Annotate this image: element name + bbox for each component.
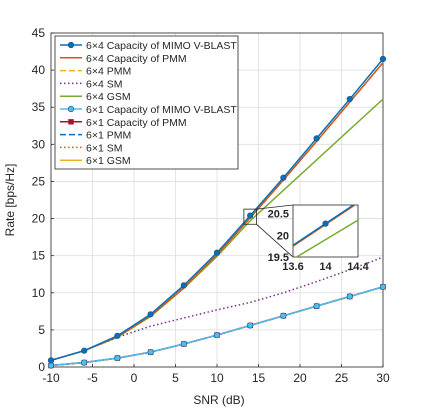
y-tick-label: 40 [32, 63, 46, 77]
data-point [280, 174, 287, 181]
y-tick-label: 25 [32, 174, 46, 188]
legend-label: 6×4 SM [86, 78, 122, 90]
legend-marker [68, 119, 74, 125]
data-point [81, 359, 88, 366]
inset-lines [293, 205, 358, 257]
x-tick-label: 0 [131, 371, 138, 385]
legend-marker [67, 105, 75, 113]
data-point [280, 312, 287, 319]
y-tick-label: 45 [32, 26, 46, 40]
y-tick-label: 20 [32, 212, 46, 226]
legend-label: 6×4 Capacity of PMM [86, 53, 187, 65]
data-point [81, 347, 88, 354]
data-point [313, 135, 320, 142]
y-axis-label: Rate [bps/Hz] [3, 164, 17, 237]
zoom-connector [256, 223, 294, 258]
legend-label: 6×1 PMM [86, 130, 131, 142]
legend-entry: 6×1 Capacity of MIMO V-BLAST [60, 104, 237, 116]
data-point [147, 311, 154, 318]
y-tick-label: 0 [38, 360, 45, 374]
data-point [379, 283, 387, 290]
data-point [247, 212, 254, 219]
legend-entry: 6×1 Capacity of PMM [60, 117, 187, 129]
inset-x-tick-label: 13.6 [282, 261, 303, 273]
legend-label: 6×4 Capacity of MIMO V-BLAST [86, 40, 237, 52]
inset-y-tick-label: 19.5 [268, 252, 289, 264]
legend-entry: 6×1 GSM [60, 155, 131, 167]
legend-marker [67, 41, 75, 49]
series [47, 283, 387, 369]
inset-x-tick-label: 14 [319, 261, 332, 273]
legend-label: 6×1 GSM [86, 155, 131, 167]
series-line [50, 256, 384, 362]
x-tick-label: 10 [210, 371, 224, 385]
data-point [47, 362, 55, 369]
y-tick-label: 35 [32, 100, 46, 114]
x-tick-label: 15 [252, 371, 266, 385]
data-point [313, 303, 320, 310]
x-tick-label: 20 [293, 371, 307, 385]
inset-y-tick-label: 20 [277, 230, 289, 242]
x-tick-label: 5 [172, 371, 179, 385]
data-point [247, 322, 254, 329]
y-tick-label: 5 [38, 323, 45, 337]
x-tick-label: -10 [42, 371, 60, 385]
legend-entry: 6×4 SM [60, 78, 122, 90]
inset-frame [292, 204, 359, 258]
series-lines [47, 55, 387, 369]
data-point [147, 349, 154, 356]
data-point [180, 340, 187, 348]
y-tick-label: 10 [32, 286, 46, 300]
legend-label: 6×1 Capacity of PMM [86, 117, 187, 129]
zoom-indicator [243, 204, 294, 258]
legend-label: 6×4 PMM [86, 66, 131, 78]
y-tick-label: 15 [32, 249, 46, 263]
inset-series-line [295, 219, 358, 257]
x-tick-label: 25 [335, 371, 349, 385]
axes: -10 -5 0 5 10 15 20 25 30 0 5 10 15 20 25 30 35 40 45 [32, 26, 390, 385]
legend-label: 6×1 Capacity of MIMO V-BLAST [86, 104, 237, 116]
inset-y-tick-label: 20.5 [268, 209, 289, 221]
legend-entry: 6×4 GSM [60, 91, 131, 103]
data-point [346, 95, 353, 103]
inset-data-point [322, 220, 329, 227]
legend-label: 6×1 SM [86, 142, 122, 154]
legend-entry: 6×4 Capacity of MIMO V-BLAST [60, 40, 237, 52]
y-tick-label: 30 [32, 137, 46, 151]
data-point [180, 282, 187, 289]
data-point [379, 55, 387, 63]
data-point [213, 249, 221, 256]
zoom-box [243, 208, 257, 225]
data-point [114, 354, 121, 362]
legend-entry: 6×1 PMM [60, 130, 131, 142]
legend-box [54, 35, 239, 170]
series [50, 256, 384, 362]
x-tick-label: 30 [376, 371, 390, 385]
legend-entry: 6×4 PMM [60, 66, 131, 78]
legend-label: 6×4 GSM [86, 91, 131, 103]
inset-plot: 13.6 14 14.4 19.5 20 20.5 [268, 204, 370, 273]
data-point [47, 357, 55, 364]
x-tick-label: -5 [87, 371, 98, 385]
zoom-connector [256, 204, 294, 210]
x-axis-label: SNR (dB) [193, 393, 244, 407]
series [47, 55, 387, 364]
data-point [213, 331, 221, 339]
data-point [346, 293, 353, 300]
legend-entry: 6×1 SM [60, 142, 122, 154]
data-point [114, 332, 121, 339]
inset-x-tick-label: 14.4 [347, 261, 369, 273]
legend-entry: 6×4 Capacity of PMM [60, 53, 187, 65]
